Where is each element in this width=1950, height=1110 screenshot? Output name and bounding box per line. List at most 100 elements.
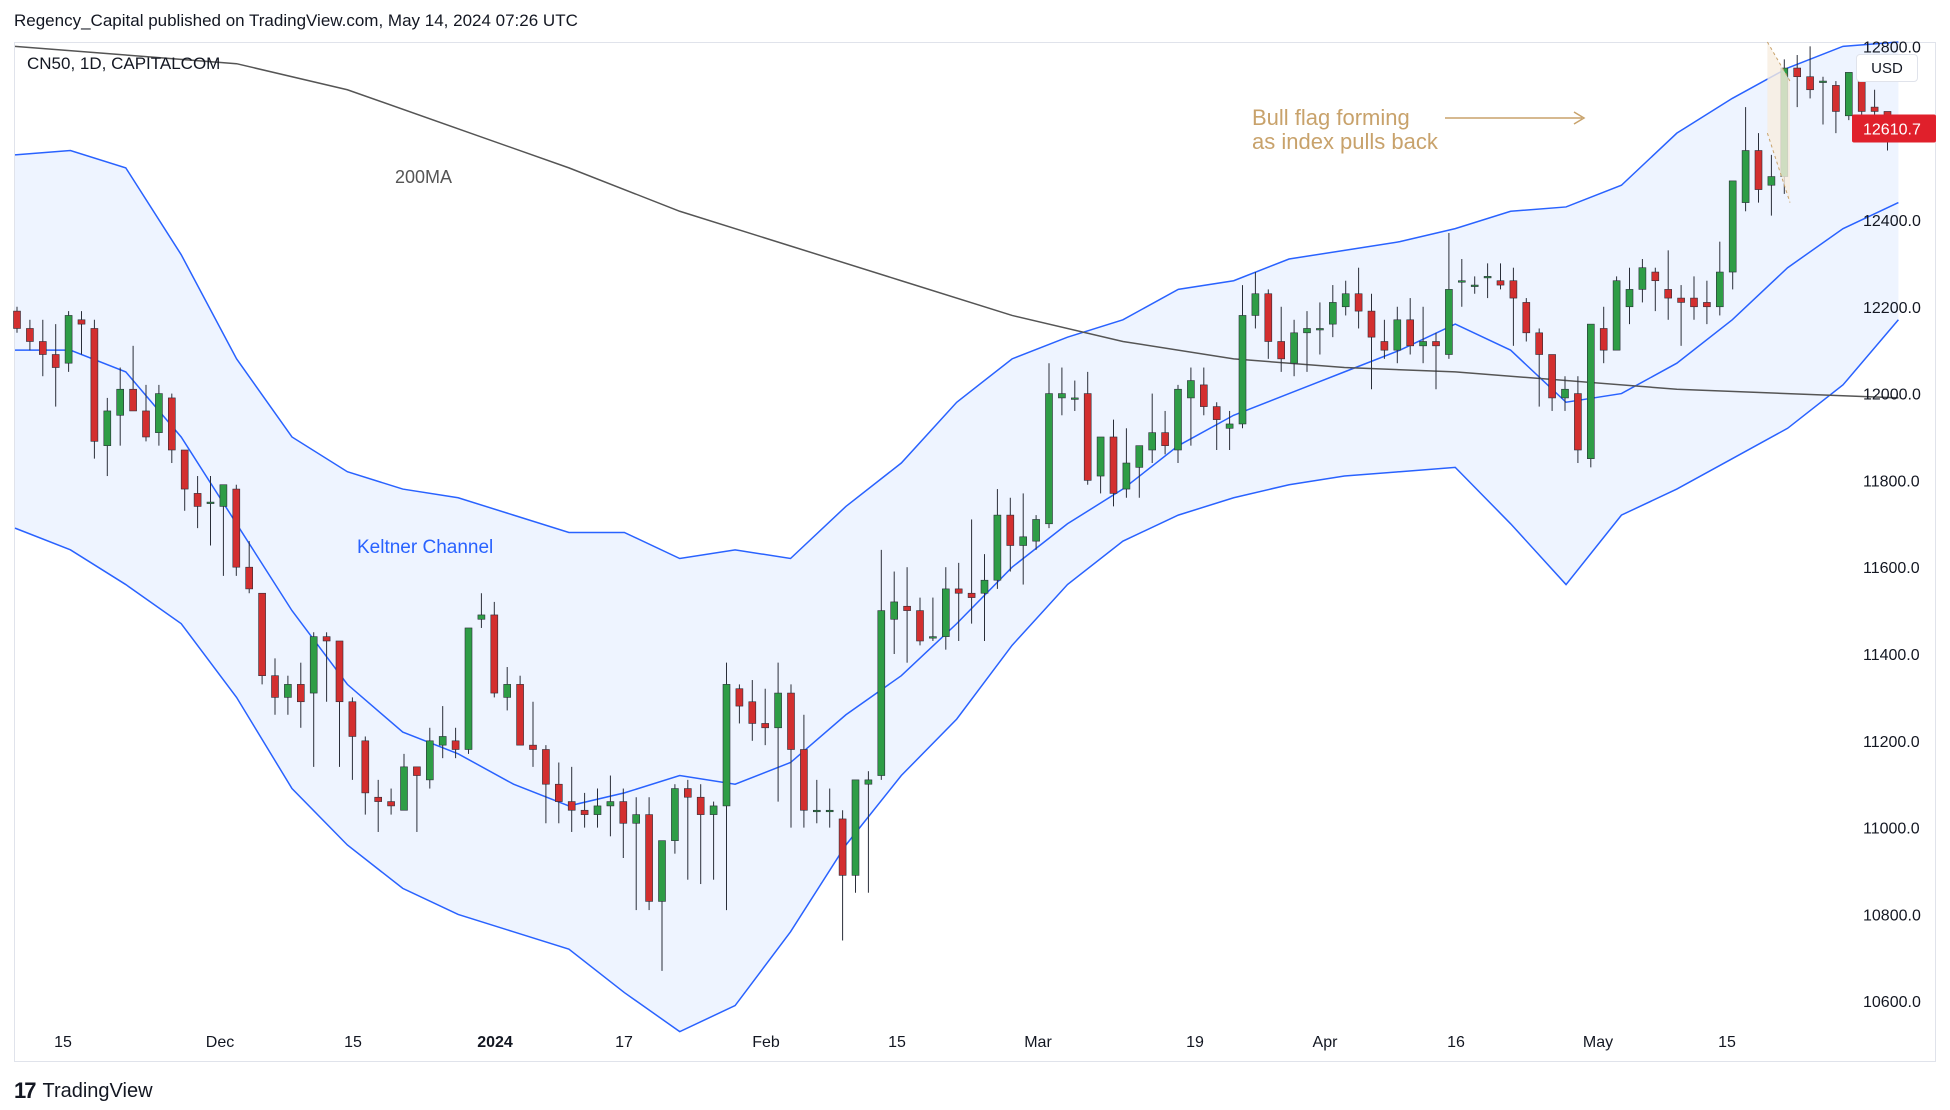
candle-body <box>219 484 228 507</box>
candle-body <box>180 449 189 490</box>
candle-body <box>503 684 512 698</box>
candle-body <box>580 809 589 815</box>
candle-body <box>1096 436 1105 477</box>
candle-body <box>1445 289 1453 355</box>
candle-body <box>1083 393 1092 481</box>
candle-body <box>258 592 266 677</box>
candle-body <box>51 354 60 368</box>
candle-body <box>516 684 524 746</box>
candle-body <box>1187 380 1195 399</box>
candle-body <box>1870 106 1879 112</box>
candle-body <box>38 341 47 355</box>
candle-body <box>1032 519 1040 542</box>
y-tick-label: 12200.0 <box>1863 300 1921 317</box>
candle-body <box>374 796 383 802</box>
candle-body <box>671 788 679 841</box>
candle-body <box>748 701 757 724</box>
candle-body <box>722 684 731 807</box>
bull-flag-arrowhead-icon <box>1573 111 1586 125</box>
candle-body <box>800 749 808 811</box>
candle-body <box>1793 67 1801 78</box>
keltner-fill <box>15 42 1899 1032</box>
bull-flag-bottom-line <box>1766 132 1791 203</box>
x-tick-label: 19 <box>1186 1034 1204 1051</box>
candle-body <box>1251 293 1260 316</box>
x-tick-label: 15 <box>344 1034 362 1051</box>
candle-body <box>348 701 357 737</box>
candle-body <box>335 640 344 703</box>
candle-body <box>77 319 86 325</box>
tradingview-logo-text: TradingView <box>42 1079 153 1102</box>
keltner-middle-line <box>15 201 1899 807</box>
candle-body <box>696 796 705 815</box>
candle-body <box>1677 297 1685 303</box>
candle-body <box>1522 302 1531 334</box>
candle-body <box>1845 72 1853 117</box>
y-tick-label: 11800.0 <box>1863 473 1920 490</box>
indicator-lines-layer <box>14 41 1899 1033</box>
candle-body <box>890 601 899 620</box>
candle-body <box>361 740 370 794</box>
candle-body <box>1561 388 1569 399</box>
candle-body <box>1458 280 1466 283</box>
candle-body <box>1006 514 1015 546</box>
candle-body <box>1161 432 1169 446</box>
candle-body <box>967 592 976 598</box>
x-tick-label: Dec <box>206 1034 234 1051</box>
keltner-lower-line <box>14 319 1899 1033</box>
candle-body <box>1754 150 1763 190</box>
candle-body <box>1625 289 1634 308</box>
candle-body <box>1277 341 1285 360</box>
symbol-label: CN50, 1D, CAPITALCOM <box>27 54 221 73</box>
candle-body <box>1238 315 1247 425</box>
currency-button[interactable]: USD <box>1856 54 1918 82</box>
candle-body <box>1470 284 1479 287</box>
candle-body <box>271 675 279 698</box>
candle-body <box>1690 297 1698 308</box>
y-tick-label: 10600.0 <box>1863 994 1921 1011</box>
last-price-badge <box>1852 114 1936 143</box>
candle-body <box>903 605 911 611</box>
ma200-line <box>14 45 1899 399</box>
x-tick-label: Mar <box>1024 1034 1052 1051</box>
candle-body <box>309 636 318 694</box>
keltner-channel-label: Keltner Channel <box>357 537 493 558</box>
candle-body <box>1612 280 1621 351</box>
candle-body <box>825 809 834 813</box>
candle-body <box>645 814 653 902</box>
candle-body <box>1819 80 1827 83</box>
candle-body <box>464 627 473 750</box>
candle-body <box>425 740 434 781</box>
candle-body <box>567 801 576 811</box>
candle-body <box>993 514 1002 581</box>
candle-body <box>1716 271 1724 308</box>
y-tick-label: 10800.0 <box>1863 907 1921 924</box>
candle-body <box>1380 341 1389 351</box>
candle-body <box>142 410 150 438</box>
tradingview-logo[interactable]: 17 TradingView <box>14 1078 153 1104</box>
candle-body <box>1122 462 1131 490</box>
bull-flag-label-line2: as index pulls back <box>1252 129 1439 154</box>
candle-body <box>1599 328 1608 351</box>
candle-body <box>477 614 486 620</box>
x-tick-label: 2024 <box>477 1034 513 1051</box>
candle-body <box>1058 393 1066 399</box>
tradingview-mark-icon: 17 <box>14 1078 37 1103</box>
candle-body <box>1483 276 1492 279</box>
candle-body <box>864 779 873 785</box>
candle-body <box>954 588 963 594</box>
candle-body <box>1509 280 1518 299</box>
candle-body <box>851 779 860 876</box>
x-tick-label: 15 <box>1718 1034 1736 1051</box>
candle-body <box>632 814 641 824</box>
candle-body <box>1200 384 1208 407</box>
candle-body <box>232 488 241 568</box>
y-tick-label: 11400.0 <box>1863 647 1920 664</box>
candle-body <box>1741 150 1750 203</box>
last-price-label: 12610.7 <box>1863 122 1921 139</box>
y-tick-label: 11000.0 <box>1863 821 1920 838</box>
candle-body <box>64 315 73 364</box>
candle-body <box>1135 445 1144 468</box>
candle-body <box>1728 180 1737 273</box>
